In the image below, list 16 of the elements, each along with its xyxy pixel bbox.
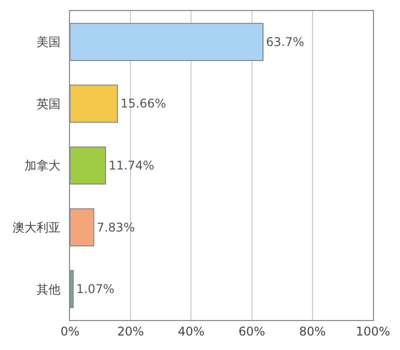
data-label: 63.7% — [266, 34, 304, 49]
y-tick-label: 其他 — [36, 282, 61, 296]
y-tick-label: 英国 — [36, 96, 61, 111]
data-label: 1.07% — [76, 282, 114, 296]
data-label: 7.83% — [96, 220, 135, 234]
x-tick-label: 40% — [178, 324, 205, 338]
data-label: 15.66% — [120, 96, 166, 111]
y-tick-label: 美国 — [36, 35, 61, 50]
y-tick-label: 加拿大 — [24, 158, 61, 173]
x-tick-label: 100% — [356, 324, 390, 338]
data-label: 11.74% — [108, 158, 154, 172]
x-tick-label: 80% — [299, 324, 326, 338]
x-tick-label: 0% — [60, 324, 80, 338]
x-tick-label: 20% — [117, 324, 144, 338]
y-tick-label: 澳大利亚 — [12, 220, 61, 234]
x-tick-label: 60% — [238, 324, 266, 338]
